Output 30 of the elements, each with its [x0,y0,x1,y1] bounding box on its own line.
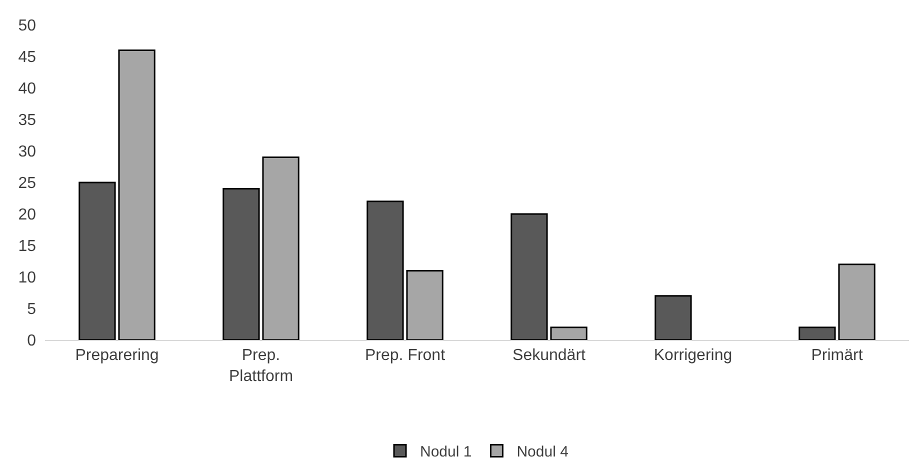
y-tick-label: 20 [18,206,36,224]
y-tick-label: 40 [18,80,36,98]
legend-label: Nodul 1 [420,444,472,461]
bar [406,270,444,340]
x-tick-label: Korrigering [654,347,732,364]
bar [262,156,300,340]
bar [222,188,260,340]
bar [366,200,404,340]
y-tick-label: 0 [27,332,36,350]
y-tick-label: 45 [18,49,36,66]
y-tick-label: 50 [18,18,36,35]
y-tick-label: 15 [18,238,36,256]
bar [78,182,116,340]
x-tick-label: Prep. Plattform [228,347,294,385]
y-tick-label: 30 [18,144,36,161]
legend-label: Nodul 4 [516,444,568,461]
bar [118,49,156,340]
y-tick-label: 35 [18,112,36,130]
x-tick-label: Primärt [811,347,864,364]
x-tick-label: Preparering [75,347,159,364]
bar [654,295,692,340]
y-tick-label: 25 [18,175,36,192]
y-tick-label: 10 [18,270,36,287]
x-tick-label: Prep. Front [364,347,446,364]
bar [510,213,548,340]
x-tick-label: Sekundärt [512,347,586,364]
bar [838,264,876,340]
bar [550,326,588,340]
bar [798,326,836,340]
y-tick-label: 5 [27,301,36,318]
